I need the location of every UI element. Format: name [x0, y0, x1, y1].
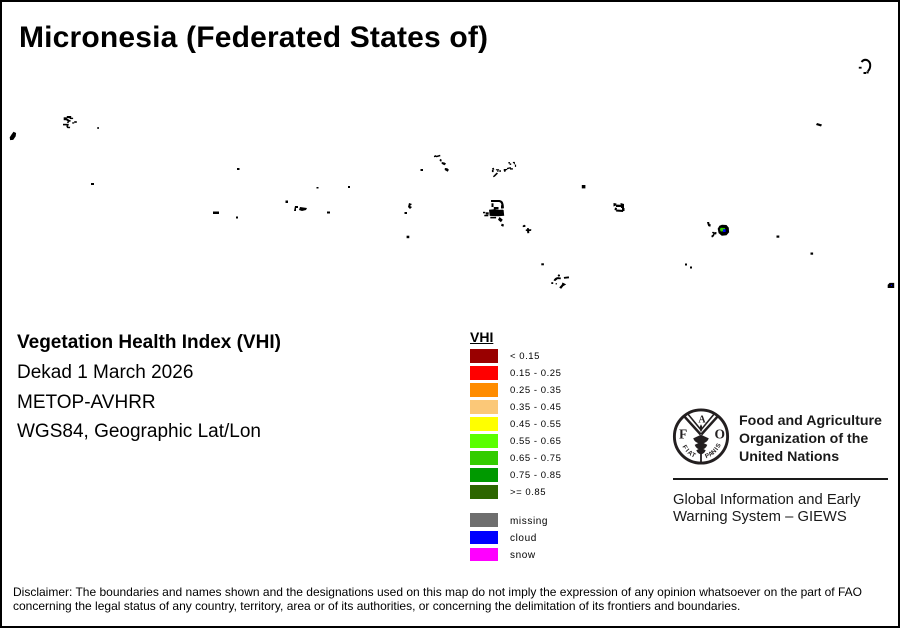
svg-text:I: I	[713, 446, 720, 452]
svg-text:S: S	[715, 442, 723, 449]
svg-text:A: A	[686, 449, 694, 458]
svg-text:P: P	[704, 452, 711, 460]
svg-text:F: F	[679, 426, 687, 441]
svg-text:O: O	[715, 426, 726, 441]
svg-text:N: N	[710, 447, 718, 456]
svg-text:I: I	[684, 448, 691, 454]
svg-text:T: T	[690, 452, 697, 460]
svg-text:F: F	[680, 444, 688, 451]
svg-text:A: A	[707, 450, 715, 459]
svg-text:A: A	[698, 415, 706, 426]
